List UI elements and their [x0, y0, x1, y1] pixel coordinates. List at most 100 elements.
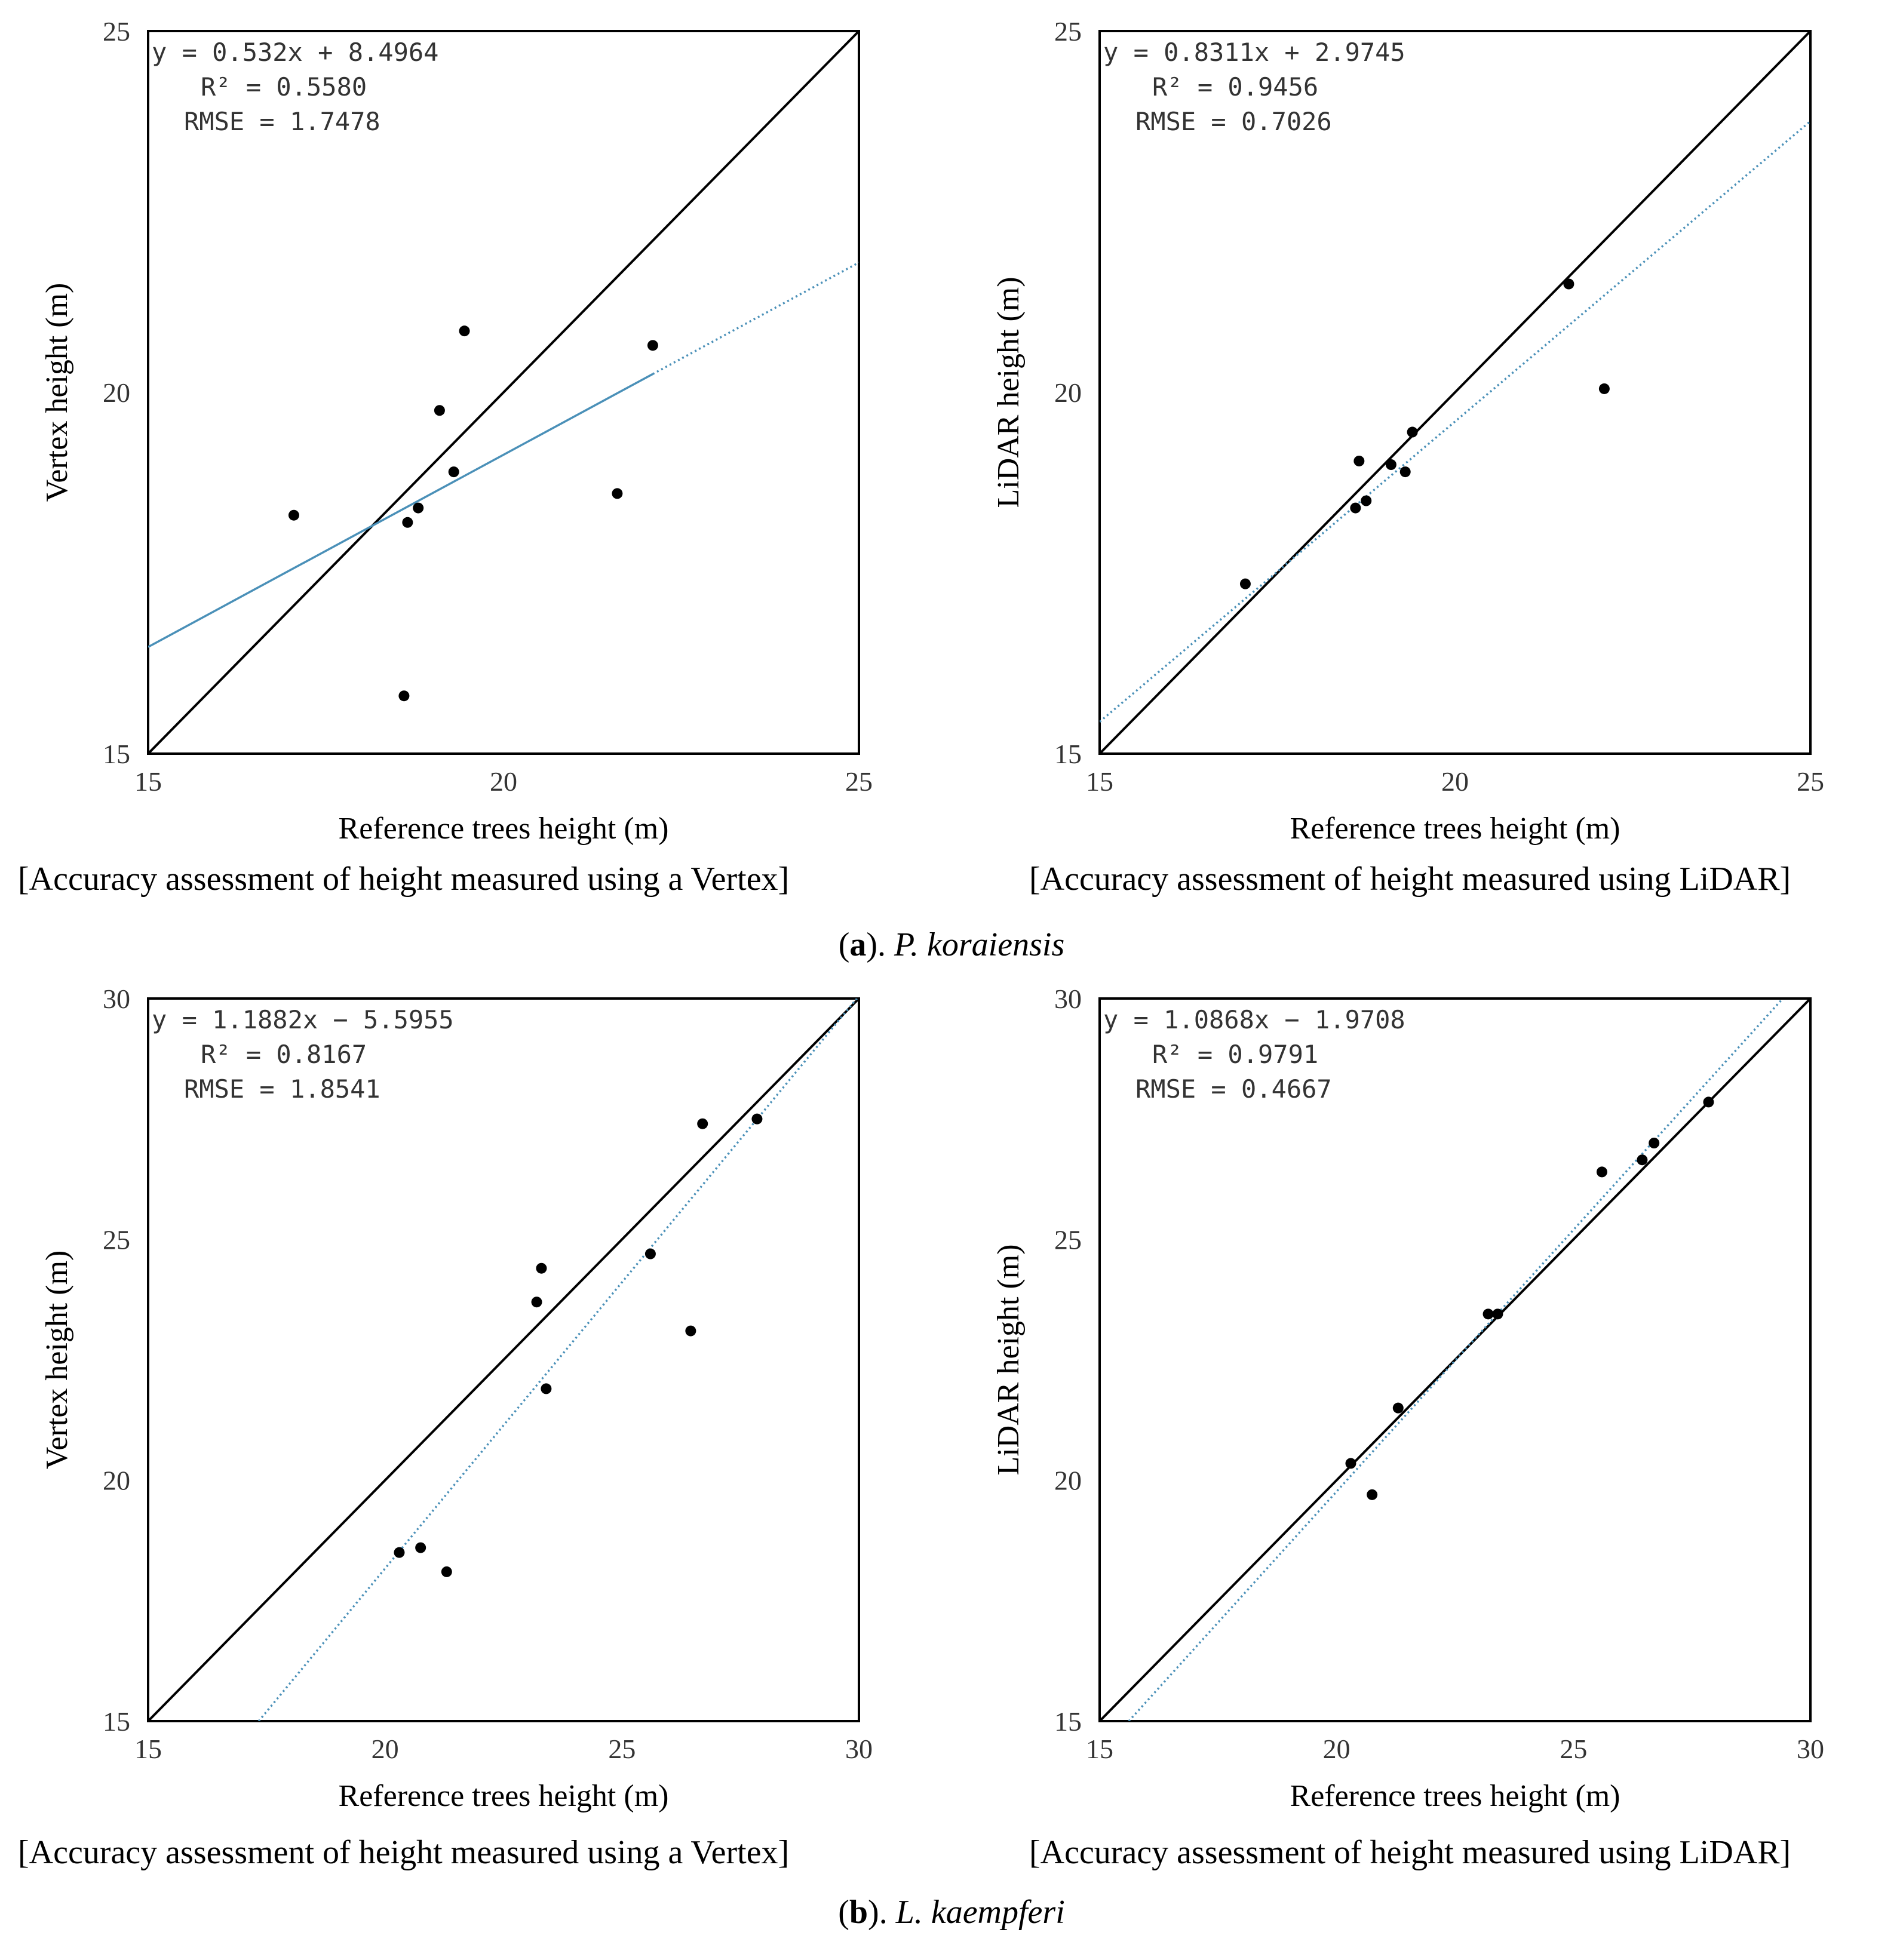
data-point	[1596, 1166, 1607, 1178]
y-tick-label: 30	[103, 984, 130, 1014]
y-axis-label: LiDAR height (m)	[992, 277, 1026, 508]
data-point	[1649, 1138, 1660, 1148]
regression-equation: y = 1.1882x − 5.5955	[152, 1005, 454, 1034]
data-point	[1385, 459, 1396, 470]
section-label: a	[849, 926, 867, 963]
x-tick-label: 15	[134, 1734, 162, 1764]
data-point	[647, 340, 658, 351]
chart-caption: [Accuracy assessment of height measured …	[18, 861, 790, 898]
chart-caption: [Accuracy assessment of height measured …	[1029, 861, 1791, 898]
data-point	[1598, 383, 1610, 394]
species-name: L. kaempferi	[895, 1894, 1065, 1931]
data-point	[1353, 455, 1365, 466]
data-point	[1392, 1402, 1404, 1414]
y-tick-label: 20	[103, 377, 130, 408]
trend-line-solid	[148, 373, 653, 648]
y-tick-label: 20	[103, 1466, 130, 1496]
y-axis-label: LiDAR height (m)	[992, 1244, 1026, 1475]
chart-a-vertex-svg: 15 20 25 15 20 25 Reference trees height (m) Ve…	[40, 16, 873, 846]
data-point	[536, 1262, 547, 1274]
x-axis-label: Reference trees height (m)	[339, 812, 669, 846]
y-tick-label: 30	[1054, 984, 1082, 1014]
data-point	[415, 1542, 426, 1553]
data-point	[1399, 466, 1411, 478]
x-tick-label: 25	[1797, 766, 1824, 797]
data-point	[1350, 502, 1361, 514]
data-point	[541, 1383, 552, 1394]
x-axis-label: Reference trees height (m)	[1290, 812, 1620, 846]
y-tick-label: 25	[103, 1224, 130, 1255]
species-name: P. koraiensis	[894, 926, 1065, 963]
identity-line	[148, 999, 859, 1721]
x-axis-label: Reference trees height (m)	[339, 1779, 669, 1813]
data-point	[644, 1248, 656, 1259]
identity-line	[1100, 31, 1810, 754]
data-point	[751, 1113, 763, 1125]
rmse-value: RMSE = 1.7478	[184, 107, 380, 136]
data-point	[394, 1547, 405, 1558]
x-tick-label: 20	[490, 766, 517, 797]
regression-equation: y = 0.8311x + 2.9745	[1103, 38, 1405, 67]
section-caption-a: (a). P. koraiensis	[838, 926, 1065, 963]
y-axis-label: Vertex height (m)	[40, 283, 74, 502]
trend-line-dotted	[257, 999, 858, 1721]
x-tick-label: 30	[845, 1734, 873, 1764]
data-point	[413, 502, 424, 514]
data-point	[1563, 278, 1574, 290]
y-axis-label: Vertex height (m)	[40, 1251, 74, 1470]
chart-a-lidar: 15 20 25 15 20 25 Reference trees height (m) Li…	[952, 0, 1903, 898]
x-axis-label: Reference trees height (m)	[1290, 1779, 1620, 1813]
data-point	[685, 1325, 696, 1337]
r-squared: R² = 0.8167	[201, 1040, 367, 1069]
data-point	[402, 517, 413, 528]
x-tick-label: 15	[1086, 766, 1113, 797]
rmse-value: RMSE = 0.7026	[1135, 107, 1332, 136]
data-point	[459, 325, 470, 337]
data-point	[1361, 495, 1372, 506]
data-point	[1637, 1154, 1648, 1166]
y-tick-label: 20	[1054, 377, 1082, 408]
data-point	[1239, 578, 1251, 589]
regression-equation: y = 1.0868x − 1.9708	[1103, 1005, 1405, 1034]
x-tick-label: 30	[1797, 1734, 1824, 1764]
chart-b-lidar: 15 20 25 30 15 20 25 30 Reference trees height (…	[952, 967, 1903, 1871]
x-tick-label: 25	[845, 766, 873, 797]
identity-line	[1100, 999, 1810, 1721]
x-tick-label: 20	[1441, 766, 1469, 797]
y-tick-label: 25	[103, 16, 130, 47]
chart-caption: [Accuracy assessment of height measured …	[18, 1834, 790, 1871]
data-point	[434, 405, 445, 416]
r-squared: R² = 0.9456	[1152, 72, 1318, 102]
y-tick-label: 15	[103, 739, 130, 769]
y-tick-label: 25	[1054, 1224, 1082, 1255]
data-point	[697, 1118, 708, 1129]
data-point	[1492, 1308, 1503, 1320]
r-squared: R² = 0.5580	[201, 72, 367, 102]
data-point	[1367, 1489, 1378, 1500]
data-point	[1407, 426, 1418, 438]
data-point	[398, 690, 410, 702]
x-tick-label: 20	[372, 1734, 399, 1764]
x-tick-label: 15	[134, 766, 162, 797]
data-point	[448, 466, 459, 478]
data-point	[531, 1297, 542, 1308]
rmse-value: RMSE = 0.4667	[1135, 1074, 1332, 1104]
r-squared: R² = 0.9791	[1152, 1040, 1318, 1069]
y-tick-label: 15	[1054, 739, 1082, 769]
identity-line	[148, 31, 859, 754]
trend-line-dotted	[652, 262, 859, 375]
chart-b-vertex: 15 20 25 30 15 20 25 30 Reference trees height (…	[0, 967, 952, 1871]
x-tick-label: 25	[1560, 1734, 1587, 1764]
data-point	[1703, 1096, 1714, 1108]
data-point	[288, 509, 299, 521]
chart-caption: [Accuracy assessment of height measured …	[1029, 1834, 1791, 1871]
y-tick-label: 15	[1054, 1706, 1082, 1737]
trend-line-dotted	[1100, 120, 1810, 723]
data-point	[612, 488, 623, 499]
x-tick-label: 15	[1086, 1734, 1113, 1764]
section-caption-b: (b). L. kaempferi	[838, 1894, 1065, 1931]
y-tick-label: 25	[1054, 16, 1082, 47]
chart-a-vertex: 15 20 25 15 20 25 Reference trees height (m) Ve…	[0, 0, 952, 898]
section-label: b	[849, 1894, 868, 1931]
data-point	[1345, 1458, 1356, 1469]
